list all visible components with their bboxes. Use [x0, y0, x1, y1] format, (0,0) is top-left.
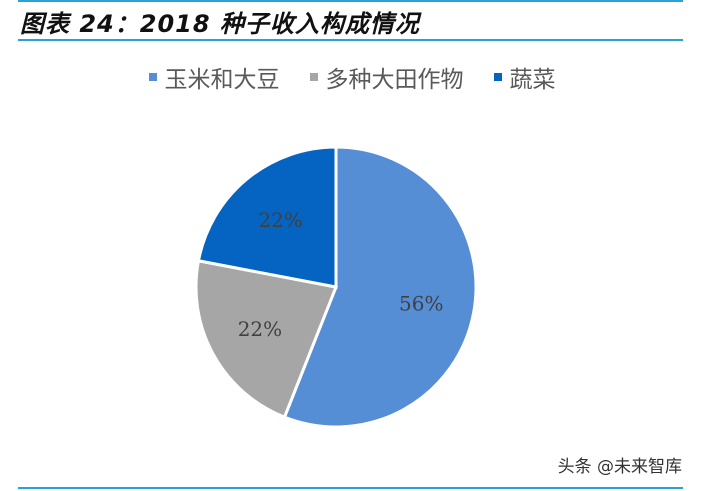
- data-label: 22%: [238, 317, 282, 341]
- legend-swatch: [309, 73, 318, 81]
- watermark: 头条 @未来智库: [557, 457, 682, 477]
- legend-item: 多种大田作物: [309, 60, 464, 94]
- legend: 玉米和大豆 多种大田作物 蔬菜: [0, 60, 704, 94]
- bottom-rule: [18, 487, 683, 489]
- figure-title: 图表 24：2018 种子收入构成情况: [20, 10, 420, 38]
- legend-item: 蔬菜: [493, 60, 556, 94]
- legend-label: 多种大田作物: [325, 67, 464, 93]
- top-rule: [18, 0, 683, 2]
- pie-slice: [194, 259, 339, 420]
- legend-swatch: [148, 73, 157, 81]
- legend-label: 玉米和大豆: [164, 67, 280, 93]
- data-label: 22%: [258, 208, 302, 232]
- legend-swatch: [493, 73, 502, 81]
- title-rule: [18, 39, 683, 41]
- pie-slice: [196, 145, 338, 289]
- legend-label: 蔬菜: [509, 67, 556, 93]
- data-label: 56%: [399, 291, 443, 315]
- legend-item: 玉米和大豆: [148, 60, 280, 94]
- pie-slice: [282, 145, 478, 429]
